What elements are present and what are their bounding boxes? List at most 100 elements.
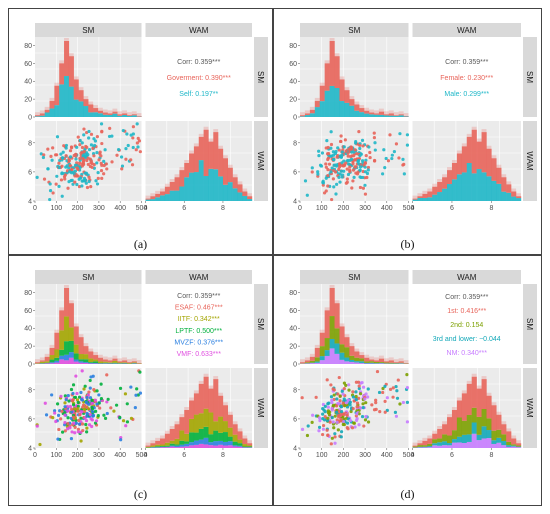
- sm-hist-bar: [378, 363, 385, 364]
- wam-hist-bar: [184, 446, 190, 448]
- sm-hist-bar: [131, 114, 137, 116]
- sm-hist-bar: [49, 355, 55, 360]
- wam-hist-bar: [516, 443, 522, 446]
- sm-hist-bar: [344, 357, 350, 362]
- scatter-point: [344, 181, 348, 185]
- sm-hist-band: [314, 344, 320, 348]
- sm-hist-bar: [49, 347, 55, 356]
- scatter-point: [95, 402, 99, 406]
- scatter-point: [366, 420, 371, 424]
- scatter-point: [350, 146, 354, 150]
- scatter-point: [48, 182, 52, 186]
- wam-hist-bar: [511, 445, 517, 447]
- sm-hist-bar: [107, 362, 113, 363]
- sm-hist-bar: [88, 104, 94, 113]
- scatter-point: [56, 413, 61, 418]
- wam-hist-band: [232, 421, 238, 425]
- wam-hist-bar: [422, 447, 428, 448]
- scatter-point: [391, 386, 395, 390]
- scatter-point: [320, 432, 325, 437]
- wam-hist-bar: [164, 186, 170, 195]
- sm-hist-bar: [126, 115, 133, 116]
- scatter-point: [372, 158, 377, 163]
- wam-hist-bar: [476, 434, 482, 441]
- wam-hist-bar: [516, 198, 522, 201]
- sm-hist-band: [324, 307, 330, 311]
- strip-right-label: WAM: [525, 398, 534, 418]
- scatter-point: [54, 182, 58, 186]
- scatter-point: [99, 382, 103, 386]
- scatter-point: [324, 146, 328, 150]
- scatter-point: [80, 145, 85, 150]
- wam-hist-bar: [432, 194, 438, 201]
- sm-hist-bar: [49, 363, 55, 364]
- scatter-point: [93, 398, 98, 402]
- wam-hist-bar: [486, 148, 492, 177]
- wam-hist-band: [242, 188, 248, 192]
- scatter-point: [60, 194, 64, 198]
- scatter-point: [80, 369, 84, 373]
- sm-hist-bar: [64, 76, 70, 117]
- x-tick-label: 6: [450, 205, 454, 212]
- wam-hist-bar: [481, 438, 487, 448]
- scatter-point: [351, 395, 356, 399]
- wam-hist-bar: [184, 443, 190, 447]
- sm-hist-bar: [54, 105, 60, 117]
- scatter-point: [124, 424, 128, 428]
- wam-hist-bar: [471, 433, 477, 448]
- wam-hist-bar: [237, 443, 243, 446]
- wam-hist-bar: [242, 195, 248, 201]
- scatter-point: [370, 403, 374, 407]
- scatter-point: [342, 169, 346, 173]
- scatter-point: [131, 145, 135, 150]
- sm-hist-bar: [88, 362, 94, 363]
- wam-hist-bar: [203, 408, 209, 427]
- scatter-point: [88, 386, 92, 390]
- sm-hist-band: [83, 343, 89, 347]
- scatter-point: [337, 413, 341, 417]
- wam-hist-bar: [169, 190, 175, 201]
- sm-hist-bar: [54, 349, 60, 358]
- wam-hist-bar: [427, 443, 433, 447]
- scatter-point: [103, 148, 107, 152]
- scatter-point: [374, 398, 378, 402]
- wam-hist-bar: [456, 153, 463, 175]
- sm-hist-bar: [39, 361, 45, 364]
- scatter-point: [91, 413, 96, 418]
- scatter-point: [100, 163, 104, 167]
- strip-right-label: SM: [525, 318, 534, 330]
- wam-hist-band: [427, 435, 433, 439]
- wam-hist-bar: [203, 437, 209, 445]
- scatter-point: [67, 159, 71, 163]
- scatter-point: [99, 168, 104, 173]
- wam-hist-bar: [150, 196, 156, 200]
- sm-hist-band: [378, 108, 384, 112]
- scatter-point: [85, 414, 89, 418]
- wam-hist-bar: [451, 179, 458, 201]
- scatter-point: [333, 414, 337, 418]
- wam-hist-band: [437, 426, 443, 429]
- scatter-point: [348, 169, 352, 174]
- scatter-point: [109, 406, 113, 410]
- scatter-point: [79, 439, 83, 443]
- wam-hist-bar: [466, 383, 472, 415]
- scatter-point: [335, 155, 339, 159]
- sm-hist-band: [369, 356, 374, 360]
- strip-top: [300, 270, 409, 284]
- scatter-point: [82, 127, 86, 131]
- sm-hist-bar: [324, 355, 330, 364]
- wam-hist-bar: [486, 418, 492, 431]
- strip-top-label: SM: [82, 26, 94, 35]
- scatter-point: [323, 414, 327, 419]
- scatter-point: [334, 149, 338, 154]
- scatter-point: [76, 409, 80, 413]
- sm-hist-bar: [314, 362, 320, 364]
- scatter-point: [390, 153, 394, 157]
- panel-label-c: (c): [133, 487, 148, 501]
- pair-plot-a: SM WAM SM WAM Corr: 0.359*** Goverment: 0.390…: [24, 23, 268, 212]
- wam-hist-band: [442, 421, 448, 425]
- sm-hist-bar: [97, 110, 103, 114]
- wam-hist-bar: [442, 188, 448, 201]
- sm-hist-bar: [339, 79, 345, 102]
- wam-hist-bar: [491, 430, 497, 441]
